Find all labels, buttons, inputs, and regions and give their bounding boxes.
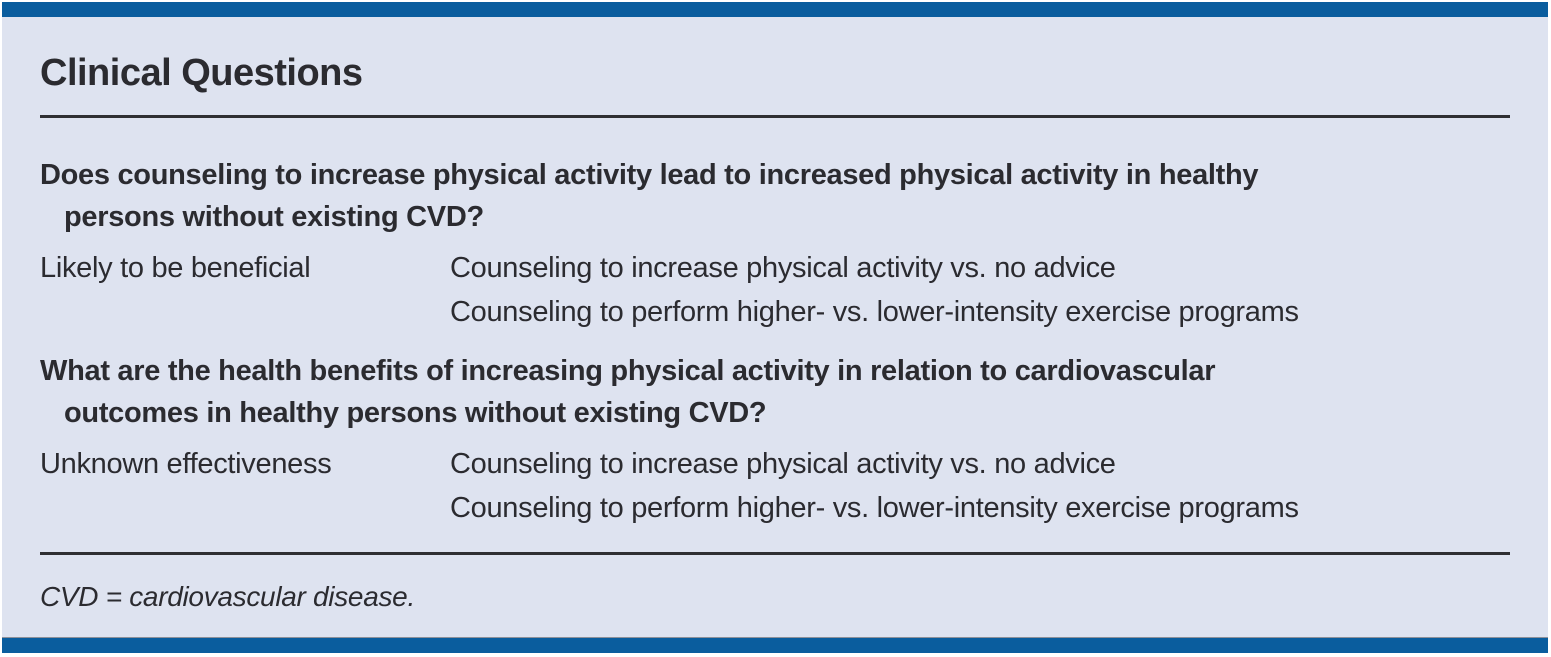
- evidence-rating-cell: Likely to be beneficial: [40, 252, 311, 284]
- question-1-evidence-rows: Likely to be beneficial Counseling to in…: [40, 246, 1510, 334]
- intervention-cell: Counseling to perform higher- vs. lower-…: [450, 296, 1299, 328]
- footnote-divider: [40, 552, 1510, 555]
- question-2-evidence-rows: Unknown effectiveness Counseling to incr…: [40, 442, 1510, 530]
- footnote: CVD = cardiovascular disease.: [40, 581, 415, 612]
- clinical-question-2: What are the health benefits of increasi…: [40, 350, 1510, 434]
- clinical-question-1: Does counseling to increase physical act…: [40, 154, 1510, 238]
- question-1-line-1: Does counseling to increase physical act…: [40, 159, 1259, 191]
- top-accent-bar: [2, 2, 1548, 17]
- table-row: Counseling to perform higher- vs. lower-…: [40, 486, 1510, 530]
- table-row: Unknown effectiveness Counseling to incr…: [40, 442, 1510, 486]
- intervention-cell: Counseling to increase physical activity…: [450, 448, 1116, 480]
- question-2-line-2: outcomes in healthy persons without exis…: [64, 397, 767, 429]
- evidence-rating-cell: [40, 290, 450, 334]
- evidence-rating-cell: Unknown effectiveness: [40, 448, 332, 480]
- question-1-line-2: persons without existing CVD?: [64, 201, 484, 233]
- panel-title: Clinical Questions: [40, 52, 363, 94]
- table-row: Likely to be beneficial Counseling to in…: [40, 246, 1510, 290]
- bottom-accent-bar: [2, 637, 1548, 653]
- evidence-rating-cell: [40, 486, 450, 530]
- intervention-cell: Counseling to perform higher- vs. lower-…: [450, 492, 1299, 524]
- question-2-line-1: What are the health benefits of increasi…: [40, 355, 1216, 387]
- intervention-cell: Counseling to increase physical activity…: [450, 252, 1116, 284]
- clinical-questions-panel: Clinical Questions Does counseling to in…: [2, 17, 1548, 637]
- title-divider: [40, 115, 1510, 118]
- table-row: Counseling to perform higher- vs. lower-…: [40, 290, 1510, 334]
